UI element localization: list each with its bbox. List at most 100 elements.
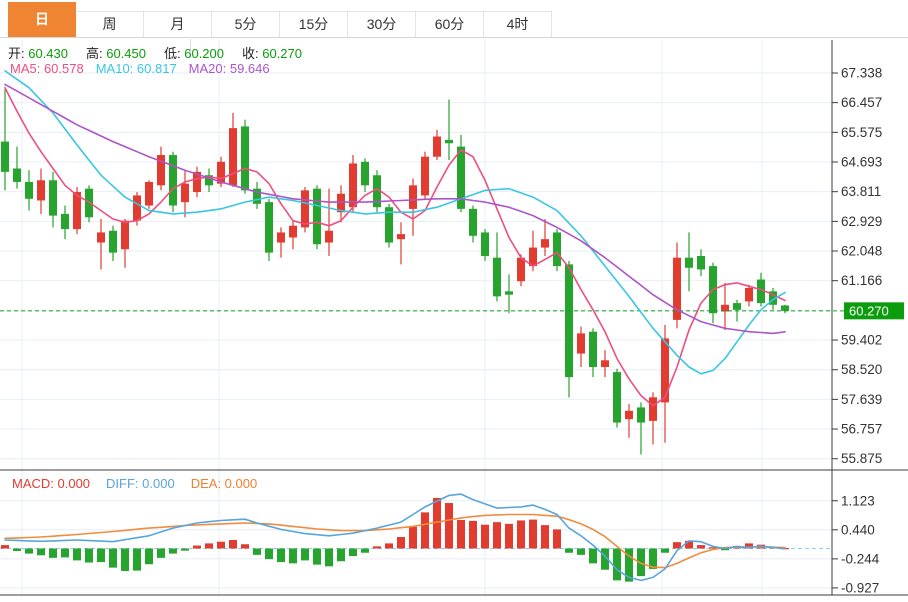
info-item: DEA: 0.000	[190, 476, 258, 491]
macd-bar	[25, 548, 33, 554]
svg-text:62.048: 62.048	[841, 244, 882, 259]
candle-body	[265, 202, 273, 253]
macd-bar	[493, 522, 501, 549]
macd-bar	[181, 548, 189, 551]
macd-bar	[301, 548, 309, 561]
macd-bar	[433, 497, 441, 549]
info-item: MACD: 0.000	[12, 476, 91, 491]
svg-text:63.811: 63.811	[841, 184, 881, 199]
macd-bar	[361, 548, 369, 553]
tab-month[interactable]: 月	[144, 11, 212, 37]
info-item: MA10: 60.817	[95, 61, 177, 76]
candle-body	[25, 181, 33, 199]
ma5-line	[4, 86, 786, 407]
y-axis-labels: 67.338 66.457 65.575 64.693 63.811 62.929 62.0…	[832, 66, 882, 466]
candle-body	[397, 234, 405, 240]
svg-text:61.166: 61.166	[841, 273, 882, 288]
candle-body	[229, 128, 237, 186]
tab-5min[interactable]: 5分	[212, 11, 280, 37]
macd-bar	[625, 548, 633, 582]
current-price-badge: 60.270	[844, 302, 904, 320]
macd-bar	[313, 548, 321, 565]
macd-bar	[289, 548, 297, 564]
macd-bar	[265, 548, 273, 560]
candle-body	[661, 338, 669, 403]
svg-text:59.402: 59.402	[841, 333, 882, 348]
macd-histogram	[1, 497, 789, 582]
candle-body	[721, 304, 729, 312]
macd-bar	[505, 523, 513, 549]
info-item: 收: 60.270	[242, 46, 302, 61]
info-item: 高: 60.450	[86, 46, 146, 61]
candle-body	[421, 156, 429, 196]
candle-body	[385, 207, 393, 243]
tab-week[interactable]: 周	[76, 11, 144, 37]
tab-4hour[interactable]: 4时	[484, 11, 552, 37]
svg-text:0.440: 0.440	[841, 522, 875, 537]
candle-body	[577, 333, 585, 354]
candle-body	[469, 208, 477, 236]
candle-body	[733, 303, 741, 310]
svg-text:56.757: 56.757	[841, 422, 882, 437]
candle-body	[373, 175, 381, 208]
candle-body	[49, 180, 57, 216]
svg-text:1.123: 1.123	[841, 493, 875, 508]
macd-bar	[421, 512, 429, 549]
macd-bar	[133, 548, 141, 571]
candle-body	[109, 230, 117, 253]
macd-bar	[85, 548, 93, 563]
candle-body	[193, 171, 201, 193]
candle-body	[541, 239, 549, 248]
candle-body	[133, 195, 141, 221]
macd-bar	[445, 503, 453, 549]
macd-bar	[49, 548, 57, 558]
candle-body	[529, 247, 537, 267]
candle-body	[217, 161, 225, 184]
macd-bar	[397, 537, 405, 549]
candle-body	[601, 360, 609, 368]
candle-body	[169, 155, 177, 206]
timeframe-tab-bar: 日周月 5分 15分 30分 60分 4时	[0, 0, 908, 38]
tab-day[interactable]: 日	[8, 2, 76, 37]
macd-bar	[1, 545, 9, 549]
candle-body	[565, 264, 573, 378]
macd-bar	[685, 540, 693, 549]
macd-bar	[721, 548, 729, 551]
candle-body	[613, 372, 621, 423]
tab-15min[interactable]: 15分	[280, 11, 348, 37]
candle-body	[685, 257, 693, 268]
macd-bar	[385, 543, 393, 549]
candle-body	[337, 193, 345, 213]
svg-text:57.639: 57.639	[841, 392, 882, 407]
candle-body	[277, 232, 285, 243]
tab-30min[interactable]: 30分	[348, 11, 416, 37]
macd-bar	[13, 548, 21, 552]
candle-body	[445, 139, 453, 144]
candle-body	[457, 146, 465, 209]
candle-body	[745, 287, 753, 302]
candle-body	[625, 410, 633, 420]
ma10-line	[4, 70, 786, 375]
macd-bar	[529, 519, 537, 549]
candle-body	[361, 161, 369, 186]
candle-body	[205, 175, 213, 186]
tab-60min[interactable]: 60分	[416, 11, 484, 37]
macd-bar	[73, 548, 81, 561]
svg-text:67.338: 67.338	[841, 66, 882, 81]
info-item: MA20: 59.646	[188, 61, 270, 76]
svg-text:60.270: 60.270	[849, 303, 889, 318]
svg-text:-0.927: -0.927	[841, 580, 879, 595]
macd-bar	[97, 548, 105, 563]
macd-bar	[277, 548, 285, 563]
ma-info-bar: MA5: 60.578 MA10: 60.817 MA20: 59.646	[10, 61, 270, 76]
candle-body	[649, 397, 657, 421]
candle-body	[697, 255, 705, 270]
candle-body	[517, 257, 525, 282]
macd-bar	[121, 548, 129, 572]
candle-body	[481, 232, 489, 256]
macd-bar	[409, 526, 417, 549]
candle-body	[301, 190, 309, 228]
svg-text:64.693: 64.693	[841, 155, 882, 170]
